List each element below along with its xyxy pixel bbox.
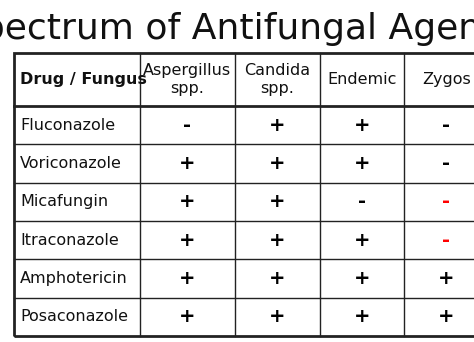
Text: -: - [442, 154, 450, 173]
Text: +: + [179, 231, 195, 250]
Text: +: + [354, 307, 370, 326]
Text: -: - [183, 116, 191, 135]
Text: +: + [179, 154, 195, 173]
Text: Itraconazole: Itraconazole [20, 233, 118, 248]
Text: Posaconazole: Posaconazole [20, 309, 128, 324]
Text: Candida
spp.: Candida spp. [244, 63, 310, 96]
Text: +: + [354, 231, 370, 250]
Text: -: - [442, 231, 450, 250]
Text: +: + [179, 269, 195, 288]
Text: Amphotericin: Amphotericin [20, 271, 128, 286]
Text: +: + [269, 269, 285, 288]
Text: Aspergillus
spp.: Aspergillus spp. [143, 63, 231, 96]
Text: Micafungin: Micafungin [20, 194, 108, 209]
Text: +: + [269, 116, 285, 135]
Bar [14, 53, 474, 336]
Text: +: + [179, 192, 195, 211]
Text: +: + [438, 307, 455, 326]
Text: +: + [354, 269, 370, 288]
Text: +: + [269, 154, 285, 173]
Text: +: + [438, 269, 455, 288]
Text: Drug / Fungus: Drug / Fungus [20, 72, 147, 87]
Text: Voriconazole: Voriconazole [20, 156, 122, 171]
Text: +: + [269, 307, 285, 326]
Text: Endemic: Endemic [328, 72, 397, 87]
Text: -: - [358, 192, 366, 211]
Text: +: + [179, 307, 195, 326]
Text: +: + [269, 192, 285, 211]
Text: +: + [354, 154, 370, 173]
Text: Spectrum of Antifungal Agents: Spectrum of Antifungal Agents [0, 12, 474, 46]
Text: +: + [269, 231, 285, 250]
Text: -: - [442, 192, 450, 211]
Text: Zygos: Zygos [422, 72, 471, 87]
Text: +: + [354, 116, 370, 135]
Text: -: - [442, 116, 450, 135]
Text: Fluconazole: Fluconazole [20, 118, 115, 133]
